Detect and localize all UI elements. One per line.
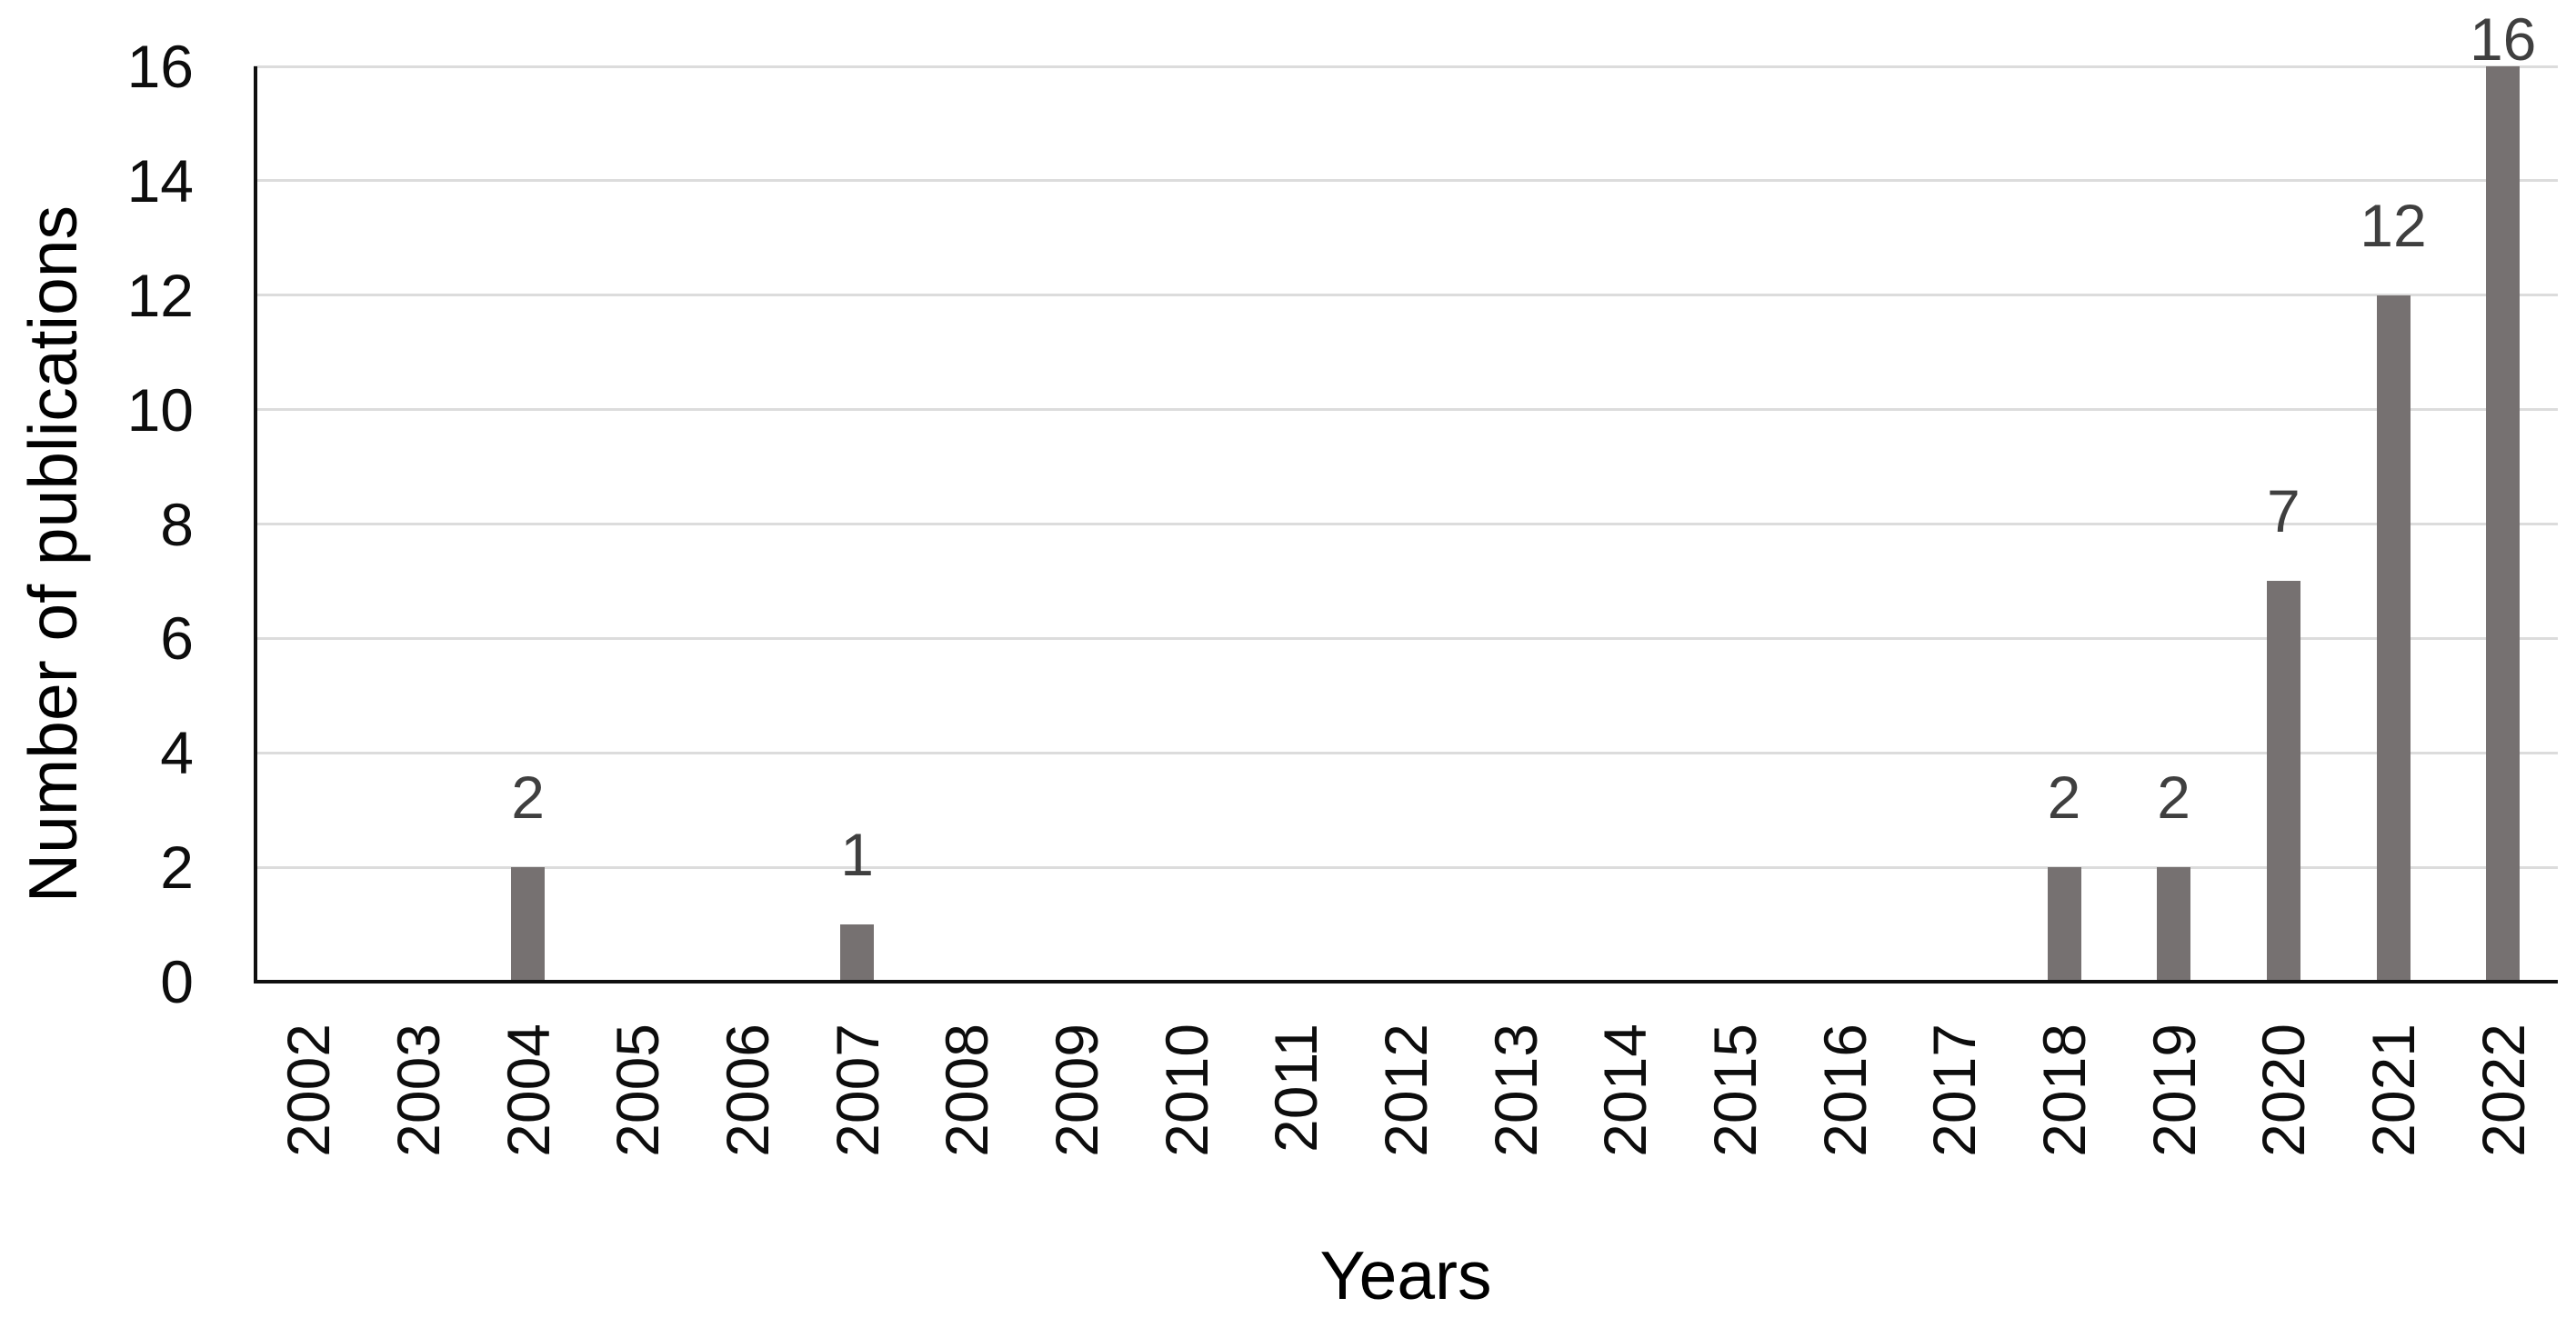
x-tick-text-2020: 2020 xyxy=(2250,1023,2318,1157)
x-tick-text-2012: 2012 xyxy=(1372,1023,1439,1157)
x-tick-text-2005: 2005 xyxy=(604,1023,672,1157)
x-tick-text-2003: 2003 xyxy=(385,1023,452,1157)
data-label-2019: 2 xyxy=(2157,764,2191,832)
x-tick-text-2013: 2013 xyxy=(1481,1023,1549,1157)
gridline-y-2 xyxy=(254,865,2558,869)
x-tick-text-2002: 2002 xyxy=(275,1023,343,1157)
x-axis-line xyxy=(254,980,2558,984)
x-tick-label-2021: 2021 xyxy=(2357,1023,2430,1173)
y-tick-label-2: 2 xyxy=(160,834,194,902)
y-axis-line xyxy=(254,66,257,984)
y-tick-label-12: 12 xyxy=(126,261,194,329)
gridline-y-4 xyxy=(254,751,2558,754)
x-tick-label-2005: 2005 xyxy=(601,1023,674,1173)
x-tick-text-2014: 2014 xyxy=(1591,1023,1659,1157)
bar-2020 xyxy=(2266,581,2300,982)
x-tick-text-2017: 2017 xyxy=(1920,1023,1989,1157)
y-tick-label-8: 8 xyxy=(160,490,194,558)
x-tick-label-2012: 2012 xyxy=(1369,1023,1442,1173)
y-tick-label-16: 16 xyxy=(126,33,194,100)
bar-2004 xyxy=(511,867,546,982)
bar-2018 xyxy=(2047,867,2081,982)
bar-2019 xyxy=(2157,867,2191,982)
y-tick-label-6: 6 xyxy=(160,604,194,673)
gridline-y-8 xyxy=(254,523,2558,525)
x-tick-label-2010: 2010 xyxy=(1150,1023,1223,1173)
data-label-2020: 7 xyxy=(2266,477,2300,545)
x-tick-text-2004: 2004 xyxy=(494,1023,562,1157)
bar-2022 xyxy=(2486,66,2521,982)
x-tick-text-2011: 2011 xyxy=(1262,1023,1330,1153)
x-tick-text-2021: 2021 xyxy=(2360,1023,2427,1157)
y-tick-label-14: 14 xyxy=(126,146,194,215)
x-tick-label-2020: 2020 xyxy=(2247,1023,2320,1173)
y-tick-label-4: 4 xyxy=(160,719,194,787)
gridline-y-10 xyxy=(254,408,2558,412)
bar-2007 xyxy=(840,924,875,982)
y-tick-label-10: 10 xyxy=(126,375,194,444)
x-tick-label-2009: 2009 xyxy=(1040,1023,1113,1173)
x-tick-label-2008: 2008 xyxy=(930,1023,1003,1173)
gridline-y-14 xyxy=(254,179,2558,183)
data-label-2007: 1 xyxy=(840,821,875,889)
x-tick-label-2004: 2004 xyxy=(492,1023,565,1173)
plot-area xyxy=(254,65,2558,982)
x-tick-text-2018: 2018 xyxy=(2030,1023,2098,1157)
x-tick-label-2022: 2022 xyxy=(2467,1023,2540,1173)
gridline-y-12 xyxy=(254,294,2558,297)
x-tick-label-2019: 2019 xyxy=(2138,1023,2210,1173)
gridline-y-16 xyxy=(254,65,2558,68)
x-tick-text-2015: 2015 xyxy=(1701,1023,1769,1157)
x-tick-text-2010: 2010 xyxy=(1152,1023,1220,1157)
x-tick-label-2006: 2006 xyxy=(711,1023,784,1173)
x-tick-text-2008: 2008 xyxy=(933,1023,1001,1157)
x-tick-label-2014: 2014 xyxy=(1589,1023,1661,1173)
x-tick-text-2007: 2007 xyxy=(823,1023,891,1157)
x-tick-text-2006: 2006 xyxy=(714,1023,781,1157)
x-tick-label-2003: 2003 xyxy=(382,1023,455,1173)
x-axis-title: Years xyxy=(1319,1237,1492,1313)
x-tick-label-2013: 2013 xyxy=(1479,1023,1552,1173)
gridline-y-6 xyxy=(254,636,2558,640)
x-tick-text-2016: 2016 xyxy=(1810,1023,1879,1157)
x-tick-label-2016: 2016 xyxy=(1809,1023,1881,1173)
x-tick-text-2019: 2019 xyxy=(2140,1023,2208,1157)
x-tick-label-2007: 2007 xyxy=(821,1023,894,1173)
data-label-2021: 12 xyxy=(2360,191,2427,259)
y-tick-label-0: 0 xyxy=(160,948,194,1015)
data-label-2022: 16 xyxy=(2469,5,2537,73)
x-tick-label-2018: 2018 xyxy=(2028,1023,2100,1173)
bar-2021 xyxy=(2376,295,2411,982)
data-label-2004: 2 xyxy=(511,764,546,832)
x-tick-label-2011: 2011 xyxy=(1259,1023,1332,1173)
x-tick-label-2002: 2002 xyxy=(272,1023,345,1173)
x-tick-label-2017: 2017 xyxy=(1918,1023,1990,1173)
x-tick-text-2009: 2009 xyxy=(1043,1023,1110,1157)
data-label-2018: 2 xyxy=(2047,764,2081,832)
x-tick-text-2022: 2022 xyxy=(2469,1023,2537,1157)
x-tick-label-2015: 2015 xyxy=(1699,1023,1771,1173)
